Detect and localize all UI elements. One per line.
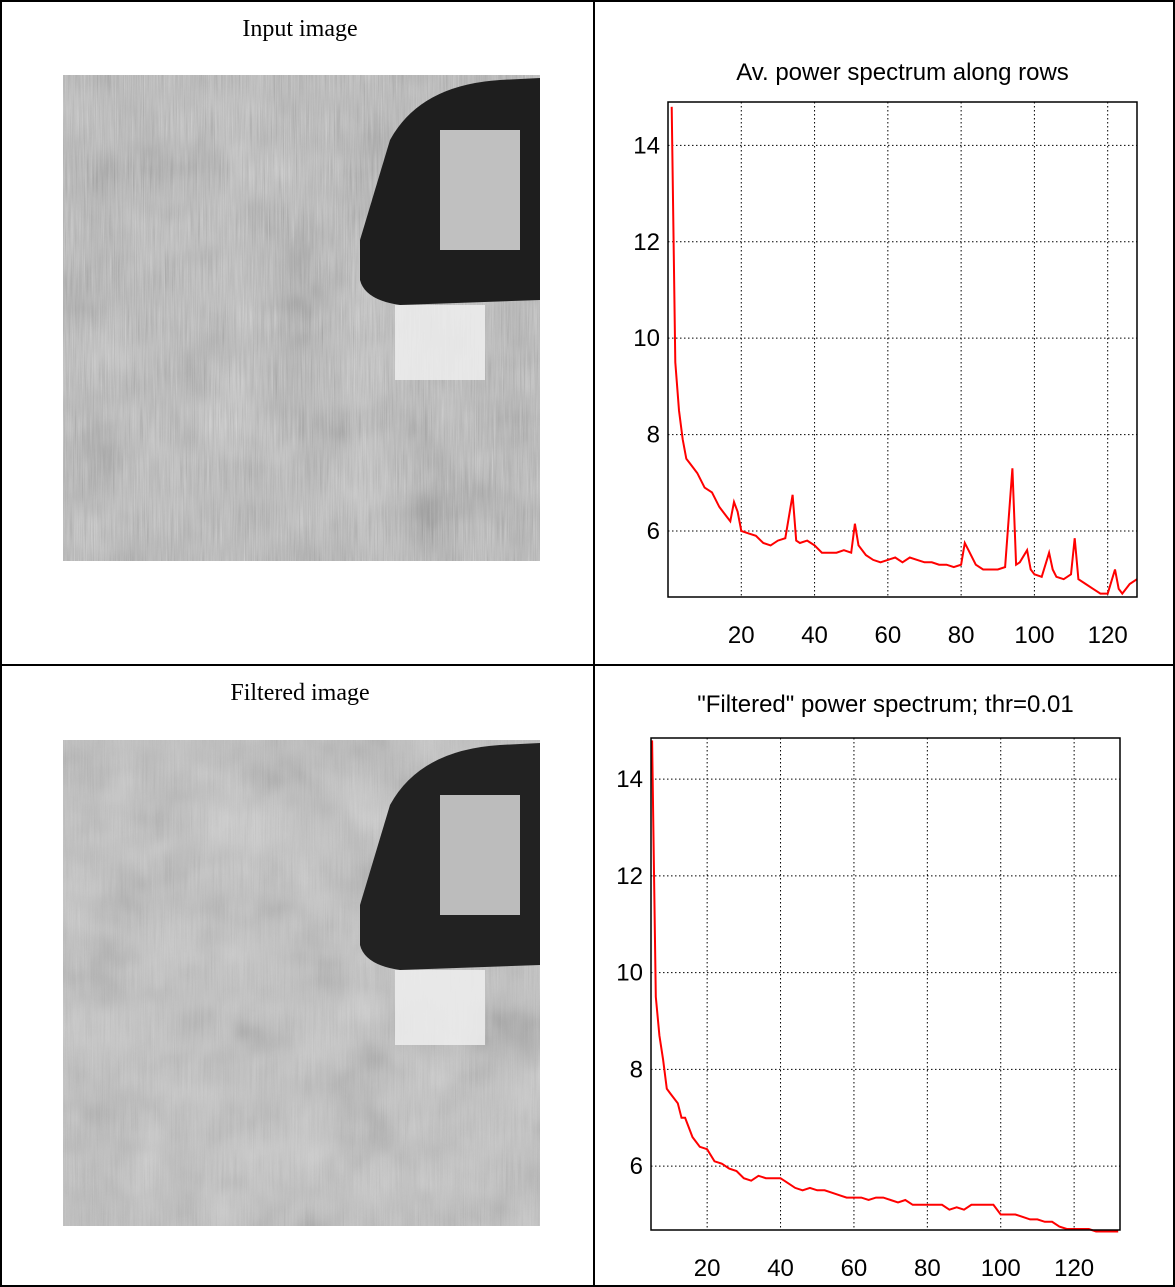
image-caption: Input image [242,16,357,42]
y-tick-label: 10 [616,960,643,987]
x-tick-label: 40 [801,622,828,649]
x-tick-label: 100 [1014,622,1054,649]
y-tick-label: 6 [630,1153,643,1180]
y-tick-label: 12 [633,229,660,256]
y-tick-label: 12 [616,863,643,890]
x-tick-label: 60 [841,1255,868,1282]
x-tick-label: 60 [874,622,901,649]
y-tick-label: 14 [633,132,660,159]
x-tick-label: 40 [767,1255,794,1282]
y-tick-label: 8 [647,422,660,449]
image-caption: Filtered image [230,680,369,706]
x-tick-label: 80 [948,622,975,649]
x-tick-label: 100 [981,1255,1021,1282]
y-tick-label: 8 [630,1056,643,1083]
x-tick-label: 80 [914,1255,941,1282]
chart-title: Av. power spectrum along rows [736,59,1069,86]
line-series [670,106,1138,596]
x-tick-label: 120 [1054,1255,1094,1282]
x-tick-label: 120 [1088,622,1128,649]
line-series [651,740,1119,1233]
y-tick-label: 14 [616,766,643,793]
y-tick-label: 10 [633,325,660,352]
input-image [63,75,540,561]
plot-frame [650,737,1121,1231]
y-tick-label: 6 [647,518,660,545]
x-tick-label: 20 [694,1255,721,1282]
plot-frame [667,101,1138,598]
x-tick-label: 20 [728,622,755,649]
chart-title: "Filtered" power spectrum; thr=0.01 [697,691,1074,718]
filtered-image [63,740,540,1226]
